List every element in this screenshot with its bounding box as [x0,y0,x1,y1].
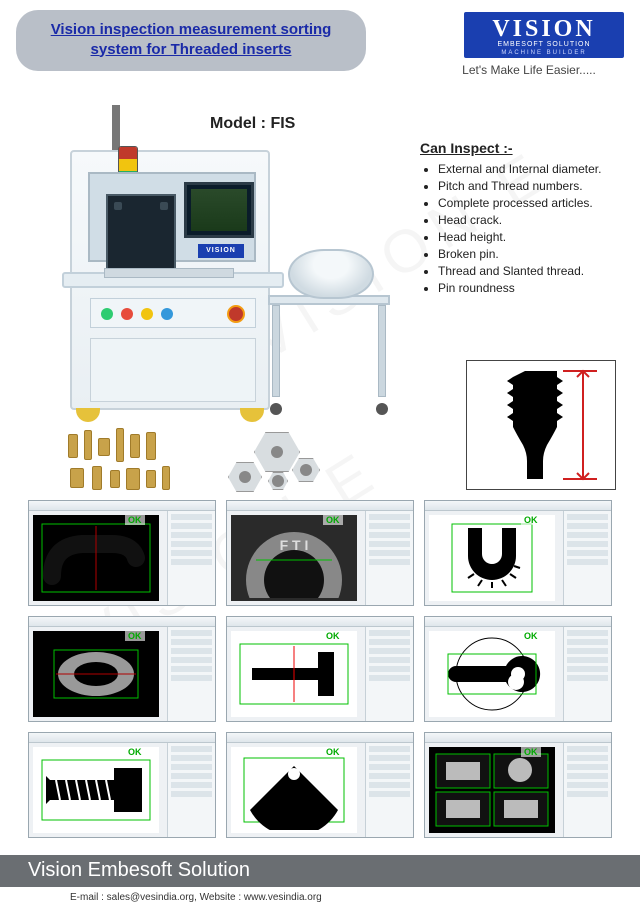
keyboard-tray [62,272,284,288]
shot-view [33,631,159,717]
control-panel [90,298,256,328]
monitor [184,182,254,238]
machine-body: VISION [70,150,270,410]
inspect-items: External and Internal diameter. Pitch an… [420,162,620,295]
upper-cabinet: VISION [88,172,256,262]
ok-label: OK [521,631,541,641]
list-item: External and Internal diameter. [438,162,620,176]
foot-icon [240,408,264,422]
machine-brand-sticker: VISION [198,244,244,258]
machine-illustration: VISION [60,125,390,430]
screenshot: OK [226,616,414,722]
aux-button-icon [161,308,173,320]
list-item: Head height. [438,230,620,244]
shot-view [429,515,555,601]
shot-view [429,747,555,833]
foot-icon [76,408,100,422]
svg-text:F T I: F T I [280,537,309,553]
ok-label: OK [323,747,343,757]
screenshot: OK [424,616,612,722]
bowl-feeder [288,249,374,299]
footer-contact: E-mail : sales@vesindia.org, Website : w… [70,892,322,903]
keyboard [104,268,234,278]
feeder-table [268,295,390,405]
ok-label: OK [125,747,145,757]
list-item: Head crack. [438,213,620,227]
screenshot: OK [28,616,216,722]
brand-name: VISION [474,16,614,43]
ok-label: OK [323,631,343,641]
shot-view: F T I [231,515,357,601]
estop-icon [227,305,245,323]
ok-label: OK [521,515,541,525]
screenshot: OK [424,500,612,606]
machine-base [90,338,256,402]
screenshot: OK [28,732,216,838]
screenshot-grid: OK F T I OK [28,500,612,838]
ok-label: OK [323,515,343,525]
screenshot: OK [28,500,216,606]
page-title: Vision inspection measurement sorting sy… [16,10,366,71]
shot-view [33,515,159,601]
light-pole [112,105,120,151]
thread-svg [471,365,611,485]
screenshot: OK [226,732,414,838]
shot-view [231,747,357,833]
start-button-icon [101,308,113,320]
brand-logo: VISION EMBESOFT SOLUTION MACHINE BUILDER [464,12,624,58]
list-item: Thread and Slanted thread. [438,264,620,278]
screenshot: F T I OK [226,500,414,606]
brand-block: VISION EMBESOFT SOLUTION MACHINE BUILDER… [434,12,624,77]
list-item: Complete processed articles. [438,196,620,210]
brand-sub2: MACHINE BUILDER [474,50,614,56]
caster-icon [270,403,282,415]
brand-tagline: Let's Make Life Easier..... [434,63,624,77]
warn-button-icon [141,308,153,320]
shot-view [429,631,555,717]
brass-parts-icon [64,428,184,494]
page: VISION E VISION E Vision inspection meas… [0,0,640,905]
hex-nuts-icon [224,428,344,494]
stop-button-icon [121,308,133,320]
ok-label: OK [521,747,541,757]
shot-view [231,631,357,717]
thread-diagram [466,360,616,490]
shot-view [33,747,159,833]
inspect-list: Can Inspect :- External and Internal dia… [420,140,620,298]
inspect-heading: Can Inspect :- [420,140,620,156]
sample-parts [64,426,404,496]
list-item: Pitch and Thread numbers. [438,179,620,193]
ok-label: OK [125,515,145,525]
caster-icon [376,403,388,415]
ok-label: OK [125,631,145,641]
list-item: Pin roundness [438,281,620,295]
screenshot: OK [424,732,612,838]
footer-bar: Vision Embesoft Solution [0,855,640,887]
list-item: Broken pin. [438,247,620,261]
